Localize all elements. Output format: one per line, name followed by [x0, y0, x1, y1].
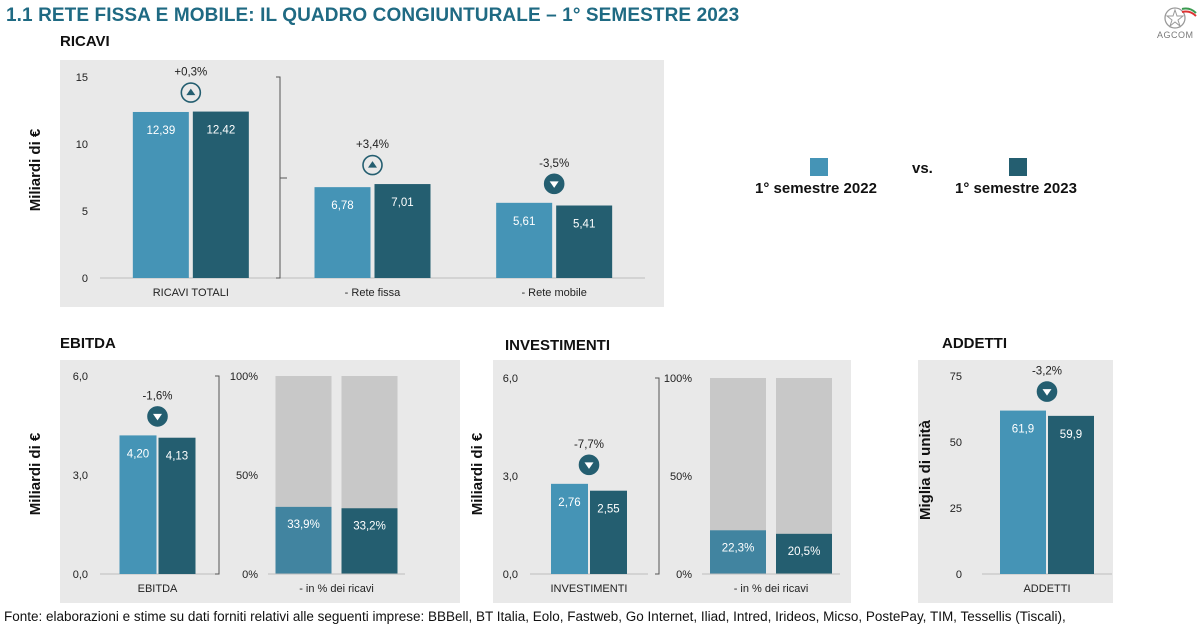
ricavi-bar-0-0	[132, 111, 189, 278]
ricavi-ytick-0: 0	[82, 273, 88, 285]
ebitda-change-label-0: -1,6%	[142, 390, 172, 402]
addetti-ytick-3: 75	[950, 371, 962, 383]
ricavi-ylabel: Miliardi di €	[27, 128, 44, 211]
investimenti_share-ytick-2: 100%	[664, 373, 692, 385]
investimenti-bar-label-0-0: 2,76	[558, 497, 580, 509]
ebitda_share-ytick-1: 50%	[236, 470, 258, 482]
ebitda_share-bar-1	[341, 508, 398, 574]
investimenti_share-bar-1	[776, 533, 832, 574]
investimenti-change-icon-0-arrow	[584, 462, 594, 469]
addetti-ylabel: Miglia di unità	[917, 419, 934, 520]
investimenti_share-bar-label-1: 20,5%	[788, 546, 821, 558]
ricavi-ytick-1: 5	[82, 206, 88, 218]
logo-text: AGCOM	[1157, 30, 1194, 40]
legend-label-2023: 1° semestre 2023	[955, 180, 1077, 197]
ebitda_share-bar-label-0: 33,9%	[287, 519, 320, 531]
page-title: 1.1 RETE FISSA E MOBILE: IL QUADRO CONGI…	[6, 5, 740, 26]
ricavi-xtick-2: - Rete mobile	[521, 287, 586, 299]
investimenti-ytick-1: 3,0	[503, 471, 518, 483]
addetti-bar-label-0-1: 59,9	[1060, 429, 1082, 441]
investimenti_share-xtick-0: - in % dei ricavi	[734, 583, 809, 595]
ebitda-bar-0-0	[119, 435, 157, 574]
ricavi-bar-0-1	[192, 111, 249, 279]
ebitda-bar-0-1	[158, 437, 196, 574]
addetti-xtick-0: ADDETTI	[1023, 583, 1070, 595]
addetti-ytick-1: 25	[950, 503, 962, 515]
legend-vs: vs.	[912, 160, 933, 177]
investimenti_share-bar-label-0: 22,3%	[722, 542, 755, 554]
ebitda_share-ytick-0: 0%	[242, 569, 258, 581]
addetti-change-label-0: -3,2%	[1032, 366, 1062, 378]
investimenti-change-label-0: -7,7%	[574, 439, 604, 451]
ricavi-xtick-0: RICAVI TOTALI	[153, 287, 229, 299]
ricavi-bar-label-2-1: 5,41	[573, 219, 595, 231]
legend-swatch-2023	[1009, 158, 1027, 176]
section-title-investimenti: INVESTIMENTI	[505, 337, 611, 354]
ricavi-change-icon-1-arrow	[368, 161, 377, 168]
ricavi-change-icon-0-arrow	[186, 88, 196, 96]
investimenti-bar-label-0-1: 2,55	[597, 504, 619, 516]
ricavi-ytick-3: 15	[76, 72, 88, 84]
ebitda-change-icon-0-arrow	[153, 413, 162, 421]
ricavi-ytick-2: 10	[76, 139, 88, 151]
ebitda_share-bar-0	[275, 506, 332, 574]
ricavi-bar-label-1-1: 7,01	[391, 197, 413, 209]
ebitda_share-xtick-0: - in % dei ricavi	[299, 583, 374, 595]
ebitda-ylabel: Miliardi di €	[27, 432, 44, 515]
addetti-bar-label-0-0: 61,9	[1012, 424, 1034, 436]
footer-source: Fonte: elaborazioni e stime su dati forn…	[4, 609, 1066, 624]
addetti-ytick-2: 50	[950, 437, 962, 449]
addetti-bar-0-0	[1000, 410, 1046, 574]
agcom-logo	[1152, 5, 1198, 45]
addetti-ytick-0: 0	[956, 569, 962, 581]
ebitda_share-bar-label-1: 33,2%	[353, 520, 386, 532]
investimenti-ylabel: Miliardi di €	[469, 432, 486, 515]
investimenti-bracket	[655, 377, 660, 575]
emblem-icon	[1164, 7, 1197, 29]
section-title-addetti: ADDETTI	[942, 335, 1007, 352]
ricavi-bar-2-1	[556, 205, 613, 278]
section-title-ricavi: RICAVI	[60, 33, 110, 50]
ricavi-change-icon-2-arrow	[549, 181, 559, 188]
ricavi-bar-label-0-0: 12,39	[146, 125, 175, 137]
investimenti-xtick-0: INVESTIMENTI	[550, 583, 627, 595]
ricavi-bar-2-0	[496, 202, 553, 278]
ricavi-bar-label-0-1: 12,42	[206, 125, 235, 137]
investimenti_share-ytick-0: 0%	[676, 569, 692, 581]
investimenti_share-ytick-1: 50%	[670, 471, 692, 483]
ebitda-xtick-0: EBITDA	[138, 583, 178, 595]
ebitda_share-ytick-2: 100%	[230, 371, 258, 383]
legend-swatch-2022	[810, 158, 828, 176]
ricavi-change-icon-0	[180, 82, 202, 103]
ebitda-bar-label-0-0: 4,20	[127, 448, 149, 460]
investimenti_share-bar-0	[710, 530, 766, 574]
legend-label-2022: 1° semestre 2022	[755, 180, 877, 197]
addetti-change-icon-0-arrow	[1042, 389, 1052, 396]
investimenti-bar-0-0	[551, 483, 588, 574]
investimenti-ytick-2: 6,0	[503, 373, 518, 385]
investimenti-ytick-0: 0,0	[503, 569, 518, 581]
ebitda-bar-label-0-1: 4,13	[166, 451, 188, 463]
ebitda-ytick-2: 6,0	[73, 371, 88, 383]
ricavi-bar-label-1-0: 6,78	[331, 200, 353, 212]
ebitda-bracket	[215, 375, 220, 575]
ebitda-ytick-0: 0,0	[73, 569, 88, 581]
ricavi-change-label-2: -3,5%	[539, 158, 569, 170]
ebitda-ytick-1: 3,0	[73, 470, 88, 482]
investimenti-bar-0-1	[590, 490, 627, 574]
addetti-bar-0-1	[1048, 415, 1094, 574]
ricavi-bar-label-2-0: 5,61	[513, 216, 535, 228]
section-title-ebitda: EBITDA	[60, 335, 116, 352]
ricavi-change-label-1: +3,4%	[356, 139, 389, 151]
ricavi-change-icon-1	[362, 154, 383, 176]
ricavi-bar-1-0	[314, 187, 371, 278]
ricavi-xtick-1: - Rete fissa	[345, 287, 402, 299]
ricavi-change-label-0: +0,3%	[174, 67, 207, 79]
ricavi-bar-1-1	[374, 184, 431, 278]
